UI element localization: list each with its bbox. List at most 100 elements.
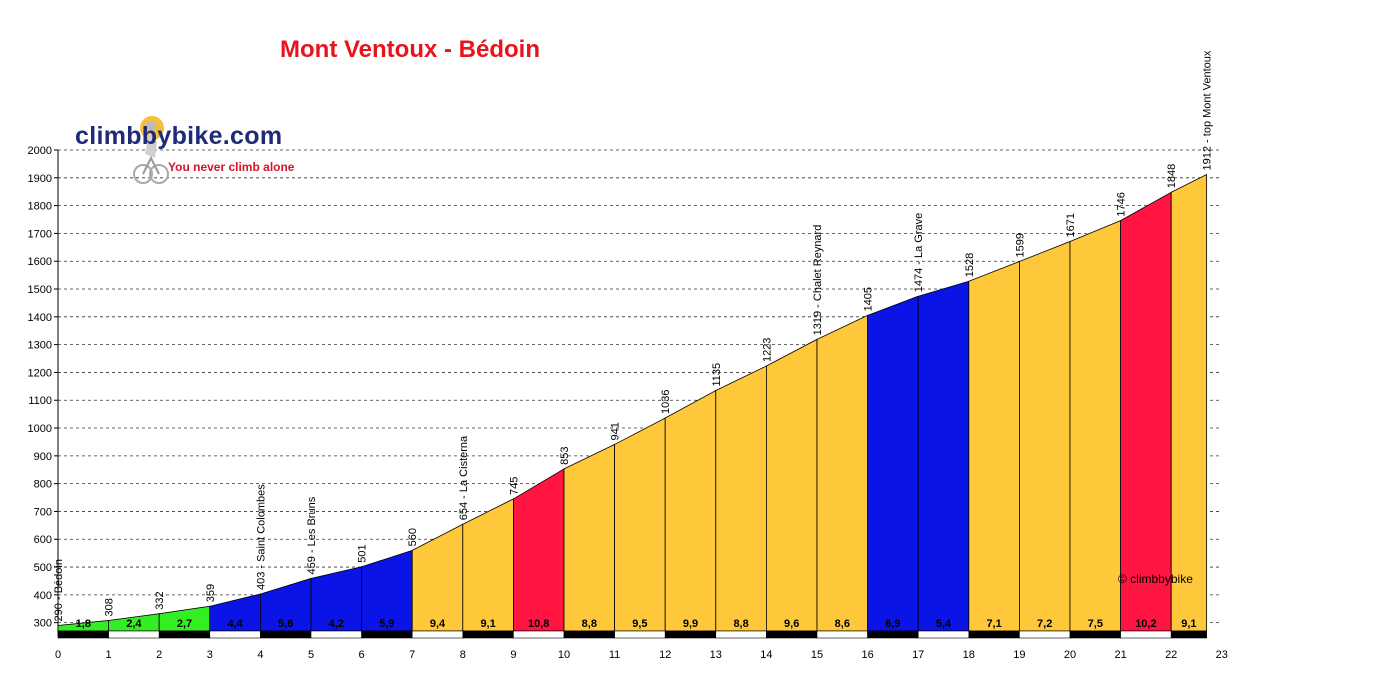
- segment-area: [411, 523, 464, 632]
- y-tick-label: 500: [34, 562, 52, 574]
- y-tick-label: 900: [34, 451, 52, 463]
- km-strip: [1019, 630, 1071, 639]
- site-logo: climbbybike.com: [75, 122, 283, 150]
- x-tick-label: 0: [55, 649, 61, 661]
- x-tick-label: 12: [659, 649, 671, 661]
- altitude-label: 359: [205, 584, 217, 602]
- segment-area: [1170, 173, 1208, 632]
- x-tick-label: 19: [1013, 649, 1025, 661]
- gradient-label: 7,5: [1088, 618, 1103, 630]
- segment-area: [614, 417, 666, 632]
- x-tick-label: 22: [1165, 649, 1177, 661]
- altitude-label: 1746: [1116, 192, 1128, 216]
- altitude-label: 1671: [1065, 213, 1077, 237]
- y-tick-label: 1500: [28, 284, 52, 296]
- x-tick-label: 1: [106, 649, 112, 661]
- gradient-label: 7,1: [986, 618, 1001, 630]
- x-tick-label: 8: [460, 649, 466, 661]
- altitude-label: 290 - Bédoin: [53, 559, 65, 621]
- x-tick-label: 9: [510, 649, 516, 661]
- gradient-label: 8,8: [582, 618, 597, 630]
- km-strip: [968, 630, 1020, 639]
- y-tick-label: 1100: [28, 395, 52, 407]
- altitude-label: 1528: [964, 253, 976, 277]
- y-tick-label: 400: [34, 590, 52, 602]
- x-tick-label: 17: [912, 649, 924, 661]
- gradient-label: 4,2: [329, 618, 344, 630]
- km-strip: [57, 630, 109, 639]
- altitude-label: 1848: [1166, 164, 1178, 188]
- km-strip: [260, 630, 312, 639]
- km-strip: [563, 630, 615, 639]
- altitude-label: 403 - Saint Colombes: [255, 484, 267, 590]
- km-strip: [1120, 630, 1172, 639]
- km-strip: [867, 630, 919, 639]
- gradient-label: 9,6: [784, 618, 799, 630]
- y-tick-label: 2000: [28, 145, 52, 157]
- y-tick-label: 1800: [28, 201, 52, 213]
- site-tagline: You never climb alone: [168, 160, 295, 174]
- segment-area: [917, 280, 970, 632]
- segment-area: [867, 295, 919, 632]
- altitude-label: 941: [610, 422, 622, 440]
- segment-area: [715, 365, 767, 632]
- gradient-label: 5,4: [936, 618, 952, 630]
- altitude-label: 1912 - top Mont Ventoux: [1202, 50, 1214, 170]
- km-strip: [766, 630, 818, 639]
- altitude-label: 501: [357, 544, 369, 562]
- km-strip: [1069, 630, 1121, 639]
- gradient-label: 7,2: [1037, 618, 1052, 630]
- x-tick-label: 15: [811, 649, 823, 661]
- altitude-label: 308: [104, 598, 116, 616]
- km-strip: [1170, 630, 1207, 639]
- altitude-label: 1599: [1014, 233, 1026, 257]
- x-tick-label: 10: [558, 649, 570, 661]
- y-tick-label: 1300: [28, 340, 52, 352]
- x-tick-label: 21: [1114, 649, 1126, 661]
- chart-title: Mont Ventoux - Bédoin: [280, 36, 540, 63]
- altitude-label: 1474 - La Grave: [913, 213, 925, 293]
- gradient-label: 9,9: [683, 618, 698, 630]
- y-tick-label: 800: [34, 479, 52, 491]
- km-strip: [411, 630, 464, 639]
- y-tick-label: 700: [34, 506, 52, 518]
- altitude-label: 1036: [660, 390, 672, 414]
- km-strip: [158, 630, 211, 639]
- km-strip: [108, 630, 160, 639]
- segment-area: [664, 389, 717, 632]
- altitude-label: 1135: [711, 363, 723, 387]
- x-tick-label: 18: [963, 649, 975, 661]
- gradient-label: 1,8: [76, 618, 91, 630]
- gradient-label: 2,4: [126, 618, 142, 630]
- altitude-label: 1319 - Chalet Reynard: [812, 225, 824, 336]
- gradient-label: 10,8: [528, 618, 549, 630]
- km-strip: [361, 630, 413, 639]
- gradient-label: 9,4: [430, 618, 446, 630]
- x-tick-label: 7: [409, 649, 415, 661]
- altitude-label: 853: [559, 447, 571, 465]
- km-strip: [664, 630, 717, 639]
- x-tick-label: 3: [207, 649, 213, 661]
- km-strip: [513, 630, 565, 639]
- km-strip: [310, 630, 362, 639]
- km-strip: [816, 630, 868, 639]
- segment-area: [563, 443, 615, 632]
- segment-area: [766, 338, 818, 632]
- gradient-label: 9,5: [632, 618, 647, 630]
- segment-area: [462, 498, 514, 632]
- y-tick-label: 300: [34, 618, 52, 630]
- x-tick-label: 4: [257, 649, 263, 661]
- segment-area: [816, 314, 868, 632]
- gradient-label: 5,9: [379, 618, 394, 630]
- km-strip: [917, 630, 970, 639]
- gradient-label: 2,7: [177, 618, 192, 630]
- km-strip: [209, 630, 261, 639]
- gradient-label: 8,6: [835, 618, 850, 630]
- gradient-label: 4,4: [227, 618, 243, 630]
- copyright-text: © climbbybike: [1118, 572, 1193, 586]
- cyclist-logo-icon: [133, 112, 169, 195]
- y-tick-label: 1000: [28, 423, 52, 435]
- y-tick-label: 1200: [28, 367, 52, 379]
- x-tick-label: 23: [1216, 649, 1228, 661]
